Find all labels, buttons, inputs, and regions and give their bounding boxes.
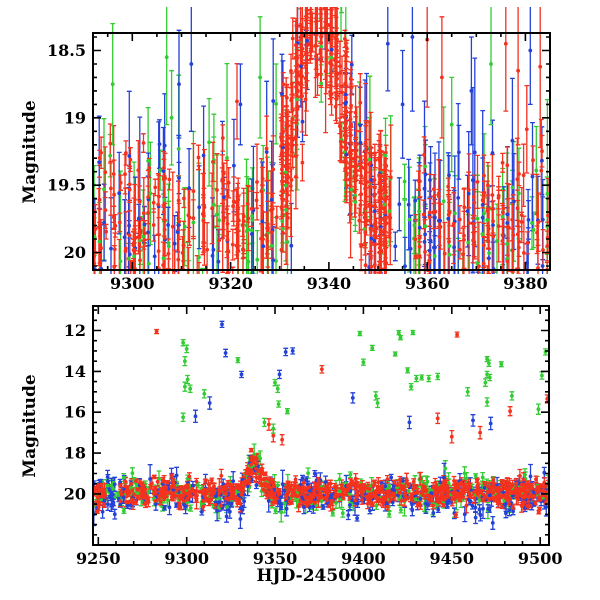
top-panel-x-tick-label: 9320 (208, 274, 253, 293)
top-panel-x-tick-label: 9340 (307, 274, 352, 293)
bottom-panel-x-tick-label: 9300 (164, 549, 209, 568)
top-y-axis-title: Magnitude (20, 100, 40, 204)
top-panel-y-tick-label: 19 (64, 108, 86, 127)
top-panel-x-tick-label: 9360 (405, 274, 450, 293)
bottom-panel-x-tick-label: 9500 (518, 549, 563, 568)
bottom-panel-x-tick-label: 9450 (430, 549, 475, 568)
bottom-panel-x-tick-label: 9350 (253, 549, 298, 568)
bottom-panel-y-tick-label: 20 (64, 484, 86, 503)
bottom-panel-y-tick-label: 16 (64, 403, 86, 422)
top-panel-y-tick-label: 18.5 (47, 41, 86, 60)
bottom-panel: 9250 9300 9350 9400 9450 9500 12 14 16 18 20 (64, 305, 563, 568)
bottom-y-axis-title: Magnitude (20, 374, 40, 478)
bottom-panel-y-tick-label: 12 (64, 321, 86, 340)
top-panel-x-tick-label: 9380 (503, 274, 548, 293)
top-panel: 9300 9320 9340 9360 9380 18.5 19 19.5 20 (47, 7, 551, 293)
x-axis-title: HJD-2450000 (256, 566, 386, 586)
bottom-panel-x-tick-label: 9400 (341, 549, 386, 568)
top-panel-y-tick-label: 20 (64, 243, 86, 262)
bottom-panel-y-tick-label: 14 (64, 362, 86, 381)
bottom-panel-x-tick-label: 9250 (76, 549, 121, 568)
bottom-panel-y-tick-label: 18 (64, 444, 86, 463)
top-panel-y-tick-label: 19.5 (47, 176, 86, 195)
top-panel-x-tick-label: 9300 (110, 274, 155, 293)
